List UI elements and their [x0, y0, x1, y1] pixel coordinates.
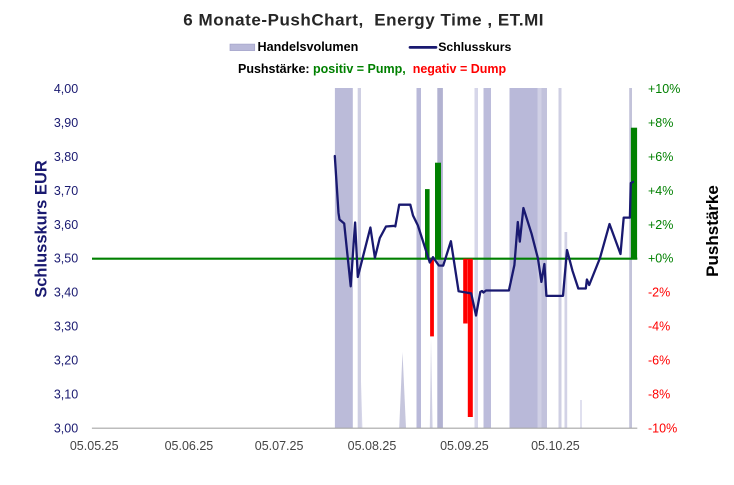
- svg-text:3,00: 3,00: [54, 421, 78, 435]
- svg-text:-4%: -4%: [648, 320, 670, 334]
- svg-text:+2%: +2%: [648, 218, 673, 232]
- svg-text:Schlusskurs EUR: Schlusskurs EUR: [32, 160, 50, 298]
- svg-text:3,20: 3,20: [54, 354, 78, 368]
- svg-text:05.05.25: 05.05.25: [70, 439, 119, 453]
- svg-text:3,30: 3,30: [54, 320, 78, 334]
- svg-text:+8%: +8%: [648, 116, 673, 130]
- svg-text:05.08.25: 05.08.25: [348, 439, 397, 453]
- svg-text:3,60: 3,60: [54, 218, 78, 232]
- svg-text:3,90: 3,90: [54, 116, 78, 130]
- svg-text:3,50: 3,50: [54, 252, 78, 266]
- svg-text:-8%: -8%: [648, 388, 670, 402]
- svg-text:05.09.25: 05.09.25: [440, 439, 489, 453]
- svg-text:+0%: +0%: [648, 252, 673, 266]
- svg-text:3,10: 3,10: [54, 388, 78, 402]
- svg-text:+10%: +10%: [648, 82, 680, 96]
- svg-text:3,80: 3,80: [54, 150, 78, 164]
- svg-text:Pushstärke: positiv = Pump, n: Pushstärke: positiv = Pump, negativ = Du…: [238, 62, 506, 76]
- svg-text:3,40: 3,40: [54, 286, 78, 300]
- svg-text:4,00: 4,00: [54, 82, 78, 96]
- svg-text:Schlusskurs: Schlusskurs: [438, 40, 511, 54]
- svg-text:Handelsvolumen: Handelsvolumen: [258, 40, 359, 54]
- svg-text:05.06.25: 05.06.25: [165, 439, 214, 453]
- svg-text:6 Monate-PushChart, Energy Ti: 6 Monate-PushChart, Energy Time , ET.MI: [183, 10, 544, 29]
- svg-text:-2%: -2%: [648, 286, 670, 300]
- svg-text:Pushstärke: Pushstärke: [703, 185, 722, 277]
- svg-text:+6%: +6%: [648, 150, 673, 164]
- svg-text:05.10.25: 05.10.25: [531, 439, 580, 453]
- svg-text:+4%: +4%: [648, 184, 673, 198]
- svg-text:3,70: 3,70: [54, 184, 78, 198]
- svg-text:-10%: -10%: [648, 421, 677, 435]
- svg-text:05.07.25: 05.07.25: [255, 439, 304, 453]
- svg-text:-6%: -6%: [648, 354, 670, 368]
